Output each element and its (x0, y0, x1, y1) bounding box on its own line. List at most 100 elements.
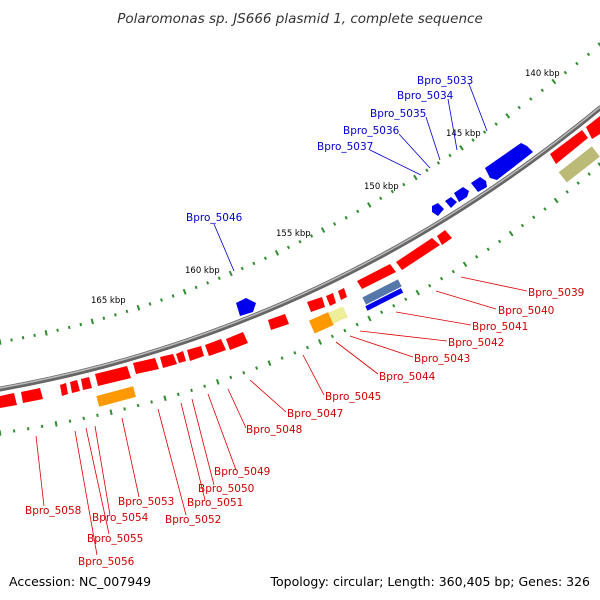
gene-shape-5043[interactable] (338, 288, 347, 300)
gc-tick (520, 223, 525, 228)
gc-tick (505, 113, 511, 119)
feature-bar-orange-1[interactable] (309, 312, 334, 334)
gene-label-5035[interactable]: Bpro_5035 (370, 108, 426, 120)
gene-label-5040[interactable]: Bpro_5040 (498, 305, 554, 317)
leader-5049 (207, 393, 237, 471)
gene-shape-5055[interactable] (81, 377, 92, 390)
leader-lines (35, 83, 528, 556)
gene-shape-5059[interactable] (0, 393, 17, 408)
gene-label-5051[interactable]: Bpro_5051 (187, 497, 243, 509)
leader-5054 (94, 425, 111, 516)
gene-label-5034[interactable]: Bpro_5034 (397, 90, 454, 102)
gc-tick (320, 227, 326, 233)
gc-tick (67, 325, 71, 330)
gc-tick (553, 197, 559, 204)
gene-shape-right-1[interactable] (550, 130, 588, 164)
feature-bar-steelblue[interactable] (362, 279, 402, 305)
gc-tick (125, 309, 129, 314)
gene-shape-5035[interactable] (454, 187, 469, 202)
scale-label-155: 155 kbp (276, 229, 311, 239)
reverse-strand-genes (236, 143, 533, 316)
gene-shape-5039[interactable] (396, 238, 440, 270)
gene-label-5056[interactable]: Bpro_5056 (78, 556, 135, 568)
gene-label-5045[interactable]: Bpro_5045 (325, 391, 381, 403)
gc-tick (56, 328, 59, 332)
gene-label-5048[interactable]: Bpro_5048 (246, 424, 302, 436)
gene-label-5037[interactable]: Bpro_5037 (317, 141, 373, 153)
gene-label-5043[interactable]: Bpro_5043 (414, 353, 470, 365)
gc-tick (508, 230, 514, 237)
gene-label-5049[interactable]: Bpro_5049 (214, 466, 270, 478)
gc-tick (540, 88, 545, 93)
feature-bar-yellow-1[interactable] (328, 306, 348, 324)
outer-gc-ring (0, 42, 600, 345)
gene-shape-5052[interactable] (160, 354, 177, 368)
gc-tick (190, 388, 193, 393)
gene-label-5044[interactable]: Bpro_5044 (379, 371, 436, 383)
gc-tick (529, 97, 533, 101)
gene-label-5033[interactable]: Bpro_5033 (417, 75, 473, 87)
gene-shape-5033[interactable] (485, 143, 533, 180)
gene-shape-5049[interactable] (205, 339, 226, 356)
gene-shape-5041[interactable] (357, 264, 396, 289)
gc-tick (428, 283, 432, 288)
gene-shape-right-2[interactable] (586, 116, 600, 139)
gene-label-5055[interactable]: Bpro_5055 (87, 533, 143, 545)
leader-5058 (35, 435, 45, 507)
gene-shape-5050[interactable] (187, 346, 204, 361)
gene-shape-5034[interactable] (471, 177, 487, 192)
gc-tick (171, 294, 175, 298)
gene-label-5053[interactable]: Bpro_5053 (118, 496, 174, 508)
gc-tick (44, 329, 48, 336)
gene-shape-5044[interactable] (326, 293, 336, 306)
gene-shape-5036[interactable] (445, 197, 457, 208)
leader-5052 (157, 408, 187, 516)
gc-tick (436, 161, 441, 165)
gc-tick (390, 189, 394, 194)
gene-label-5041[interactable]: Bpro_5041 (472, 321, 528, 333)
gc-tick (217, 276, 221, 280)
gene-shape-5057[interactable] (60, 383, 68, 396)
gene-shape-5037[interactable] (432, 203, 444, 216)
gc-tick (575, 61, 579, 66)
gc-tick (148, 302, 152, 306)
gc-tick (425, 168, 429, 173)
gene-shape-5056[interactable] (70, 380, 80, 393)
gene-shape-5058[interactable] (21, 388, 43, 403)
gc-tick (0, 339, 2, 345)
gene-label-5050[interactable]: Bpro_5050 (198, 483, 254, 495)
gene-label-5054[interactable]: Bpro_5054 (92, 512, 149, 524)
gc-tick (21, 336, 25, 340)
gene-label-5052[interactable]: Bpro_5052 (165, 514, 221, 526)
gene-shape-5047[interactable] (268, 314, 289, 330)
gc-tick (474, 254, 479, 259)
gene-shape-5040[interactable] (437, 230, 452, 245)
gene-shape-5046[interactable] (236, 298, 256, 316)
gene-shape-5051[interactable] (176, 351, 186, 363)
gene-label-5046[interactable]: Bpro_5046 (186, 212, 243, 224)
feature-bar-olive[interactable] (558, 146, 600, 183)
gene-shape-5053[interactable] (133, 358, 159, 374)
gc-tick (215, 378, 220, 385)
scale-label-165: 165 kbp (91, 296, 126, 306)
gc-tick (136, 304, 141, 311)
gene-label-5058[interactable]: Bpro_5058 (25, 505, 81, 517)
inner-gc-ring (0, 162, 600, 436)
gc-tick (298, 239, 302, 244)
gene-label-5036[interactable]: Bpro_5036 (343, 125, 400, 137)
gene-shape-5054[interactable] (95, 366, 131, 386)
gc-tick (90, 318, 94, 325)
gc-tick (267, 360, 272, 367)
gene-label-5047[interactable]: Bpro_5047 (287, 408, 343, 420)
gene-label-5039[interactable]: Bpro_5039 (528, 287, 584, 299)
feature-bar-orange-2[interactable] (96, 386, 136, 407)
gc-tick (12, 429, 16, 433)
feature-bar-blue[interactable] (365, 288, 404, 311)
gene-shape-5048[interactable] (226, 332, 248, 350)
gene-label-5042[interactable]: Bpro_5042 (448, 337, 504, 349)
gc-tick (597, 42, 600, 47)
gc-tick (160, 298, 163, 302)
gene-shape-5045[interactable] (307, 297, 325, 312)
leader-5050 (191, 398, 215, 486)
leader-5047 (249, 379, 287, 413)
